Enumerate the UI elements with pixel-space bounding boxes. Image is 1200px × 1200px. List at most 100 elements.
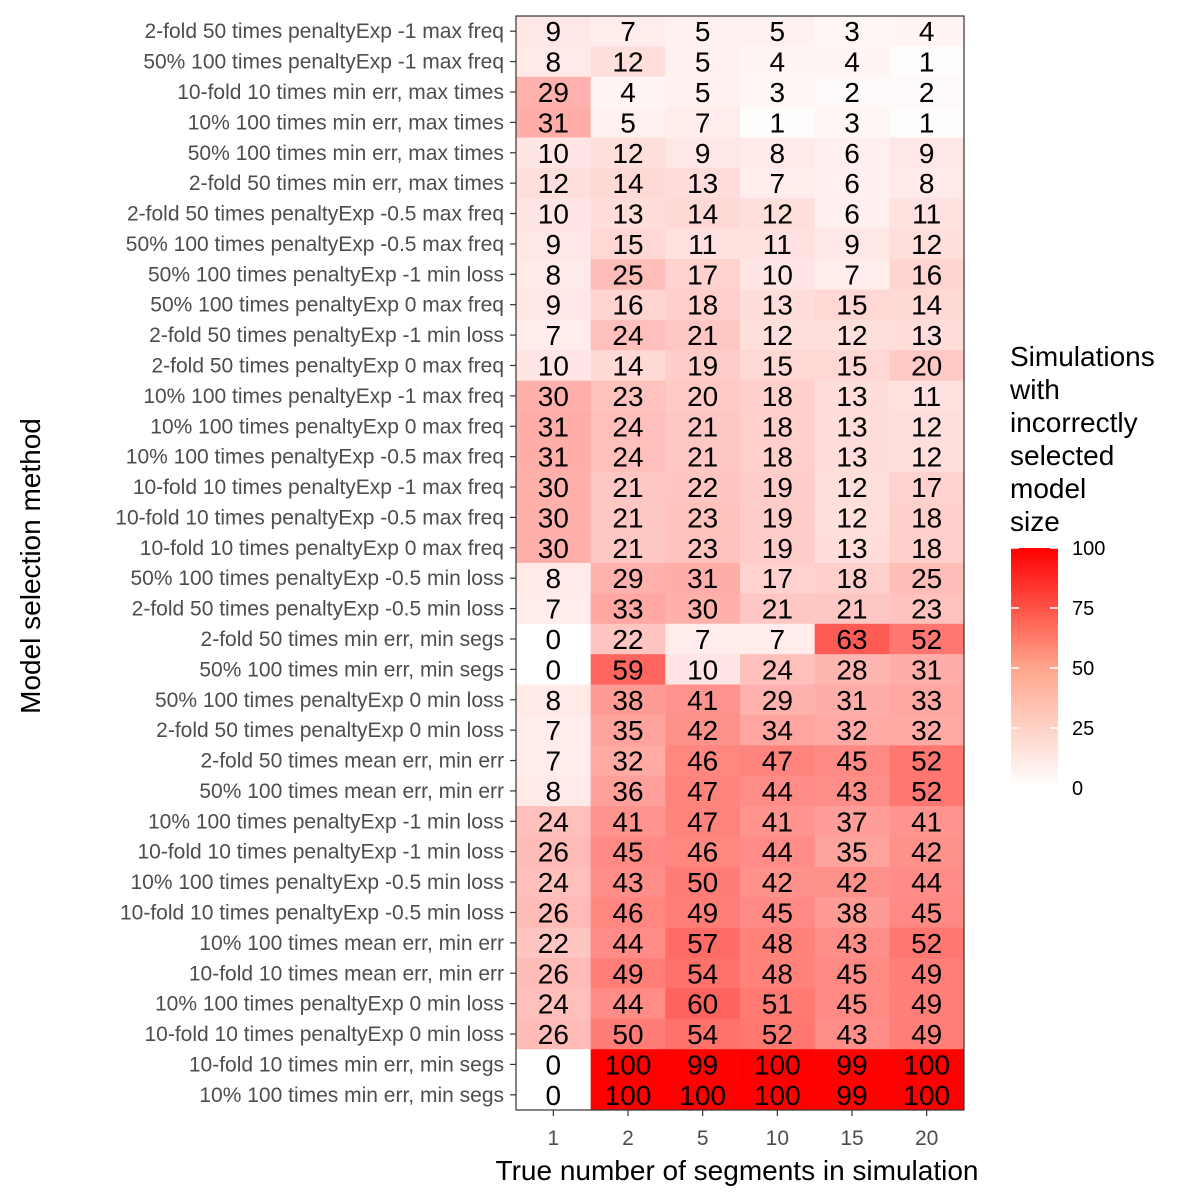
heatmap-cell [889,259,965,290]
y-tick-label: 10-fold 10 times penaltyExp 0 min loss [144,1023,504,1046]
cell-value-label: 48 [762,928,793,959]
heatmap-cell [889,958,965,989]
cell-value-label: 33 [612,594,643,625]
y-tick-label: 10% 100 times mean err, min err [199,932,504,955]
cell-value-label: 8 [919,168,935,199]
cell-value-label: 0 [546,624,562,655]
legend-title-line: model [1010,473,1086,504]
heatmap-cell [665,107,741,139]
cell-value-label: 12 [836,320,867,351]
legend-title-line: with [1009,374,1060,405]
heatmap-cell [740,502,816,534]
heatmap-cell [590,289,666,321]
cell-value-label: 9 [546,290,562,321]
cell-value-label: 63 [836,624,867,655]
cell-value-label: 32 [612,746,643,777]
cell-value-label: 18 [836,563,867,594]
x-tick-label: 20 [915,1127,938,1150]
heatmap-cell [814,107,890,139]
heatmap-cell [516,593,592,625]
heatmap-cell [814,1049,890,1081]
heatmap-cell [814,289,890,321]
cell-value-label: 30 [538,533,569,564]
cell-value-label: 18 [911,502,942,533]
heatmap-cell [740,350,816,382]
heatmap-cell [740,46,816,78]
heatmap-cell [665,684,741,716]
heatmap-cell [516,16,592,47]
heatmap-cell [665,411,741,442]
heatmap-cell [516,775,592,807]
cell-value-label: 20 [687,381,718,412]
heatmap-cell [590,441,666,473]
cell-value-label: 59 [612,654,643,685]
y-tick-label: 10-fold 10 times penaltyExp 0 max freq [140,537,504,560]
y-tick-label: 10-fold 10 times penaltyExp -1 max freq [133,476,504,499]
heatmap-cell [740,167,816,199]
heatmap-cell [740,988,816,1020]
heatmap-cell [590,654,666,686]
cell-value-label: 26 [538,1019,569,1050]
cell-value-label: 10 [762,259,793,290]
cell-value-label: 1 [770,107,786,138]
cell-value-label: 22 [612,624,643,655]
cell-value-label: 6 [844,168,860,199]
cell-value-label: 28 [836,654,867,685]
cell-value-label: 36 [612,776,643,807]
cell-value-label: 26 [538,837,569,868]
cell-value-label: 24 [612,320,643,351]
cell-value-label: 38 [612,685,643,716]
y-tick-label: 50% 100 times penaltyExp 0 max freq [150,294,504,317]
heatmap-cell [889,76,965,108]
cell-value-label: 9 [844,229,860,260]
y-tick-label: 10% 100 times penaltyExp -0.5 min loss [130,871,504,894]
cell-value-label: 30 [538,472,569,503]
cell-value-label: 12 [538,168,569,199]
cell-value-label: 47 [687,776,718,807]
y-tick-label: 10-fold 10 times mean err, min err [189,962,504,985]
heatmap-cell [814,46,890,78]
heatmap-cell [665,988,741,1020]
heatmap-cell [740,259,816,290]
heatmap-cell [814,1018,890,1050]
y-tick-label: 10% 100 times penaltyExp -1 min loss [148,810,504,833]
y-tick-label: 2-fold 50 times penaltyExp 0 min loss [156,719,504,742]
cell-value-label: 8 [546,47,562,78]
heatmap-cell [516,502,592,534]
cell-value-label: 7 [546,594,562,625]
y-axis: 2-fold 50 times penaltyExp -1 max freq 50… [115,20,516,1107]
heatmap-cell [665,76,741,108]
cell-value-label: 15 [836,350,867,381]
heatmap-cell [590,319,666,351]
cell-value-label: 50 [612,1019,643,1050]
heatmap-cell [590,806,666,837]
cell-value-label: 31 [538,442,569,473]
cell-value-label: 49 [612,958,643,989]
cell-value-label: 8 [546,563,562,594]
cell-value-label: 8 [546,685,562,716]
heatmap-cell [889,502,965,534]
heatmap-cell [516,654,592,686]
heatmap-cell [516,259,592,290]
cell-value-label: 18 [762,381,793,412]
cell-value-label: 9 [546,229,562,260]
heatmap-cell [665,502,741,534]
heatmap-cell [665,532,741,564]
cell-value-label: 15 [762,350,793,381]
y-tick-label: 50% 100 times penaltyExp 0 min loss [155,689,504,712]
heatmap-cell [665,866,741,898]
heatmap-cell [516,684,592,716]
cell-value-label: 14 [612,350,643,381]
heatmap-cell [740,927,816,959]
cell-value-label: 13 [836,381,867,412]
legend-title-line: size [1010,506,1060,537]
heatmap-cell [889,107,965,139]
heatmap-cell [590,76,666,108]
cell-value-label: 13 [836,533,867,564]
heatmap-cell [889,927,965,959]
cell-value-label: 41 [612,806,643,837]
cell-value-label: 6 [844,138,860,169]
cell-value-label: 46 [612,897,643,928]
heatmap-cell [814,137,890,169]
heatmap-cell [590,563,666,594]
